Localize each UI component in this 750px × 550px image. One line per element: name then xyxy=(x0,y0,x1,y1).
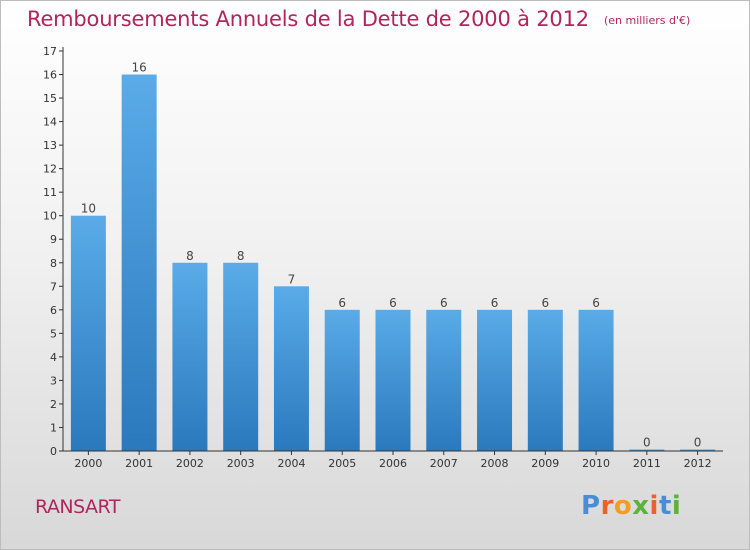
x-tick-label: 2005 xyxy=(328,457,356,470)
bar-value-label: 16 xyxy=(132,61,147,75)
x-tick-label: 2000 xyxy=(74,457,102,470)
title-line: Remboursements Annuels de la Dette de 20… xyxy=(27,7,690,31)
y-tick-label: 9 xyxy=(50,233,57,246)
y-tick-label: 17 xyxy=(43,45,57,58)
bar-value-label: 7 xyxy=(288,272,296,286)
bar xyxy=(477,309,513,451)
x-tick-label: 2006 xyxy=(379,457,407,470)
bar-value-label: 8 xyxy=(186,249,194,263)
bar-value-label: 6 xyxy=(541,296,549,310)
bar xyxy=(70,215,106,451)
y-tick-label: 12 xyxy=(43,163,57,176)
x-tick-label: 2001 xyxy=(125,457,153,470)
bar xyxy=(172,262,208,451)
x-tick-label: 2009 xyxy=(531,457,559,470)
x-tick-label: 2012 xyxy=(684,457,712,470)
bar xyxy=(578,309,614,451)
y-tick-label: 13 xyxy=(43,139,57,152)
x-tick-label: 2011 xyxy=(633,457,661,470)
bar xyxy=(375,309,411,451)
y-tick-label: 3 xyxy=(50,374,57,387)
y-tick-label: 10 xyxy=(43,210,57,223)
bar xyxy=(121,74,157,451)
logo-letter: i xyxy=(671,491,682,521)
proxiti-logo[interactable]: Proxiti xyxy=(581,491,681,521)
bar-value-label: 10 xyxy=(81,202,96,216)
bar-value-label: 6 xyxy=(592,296,600,310)
y-tick-label: 14 xyxy=(43,116,57,129)
x-tick-label: 2004 xyxy=(277,457,305,470)
y-tick-label: 16 xyxy=(43,69,57,82)
x-tick-label: 2003 xyxy=(227,457,255,470)
bar-value-label: 0 xyxy=(694,436,702,450)
x-axis: 2000 2001 2002 2003 2004 2005 2006 2007 2008 2009… xyxy=(63,450,723,470)
commune-name: RANSART xyxy=(35,496,120,518)
bar-value-label: 6 xyxy=(491,296,499,310)
chart-title: Remboursements Annuels de la Dette de 20… xyxy=(27,7,589,31)
logo-letter: P xyxy=(581,491,601,521)
y-tick-label: 0 xyxy=(50,445,57,458)
chart-unit: (en milliers d'€) xyxy=(604,14,691,27)
y-tick-label: 4 xyxy=(50,351,57,364)
bar-value-label: 8 xyxy=(237,249,245,263)
bar xyxy=(273,286,309,451)
y-tick-label: 6 xyxy=(50,304,57,317)
logo-letter: r xyxy=(600,491,614,521)
bar-value-label: 6 xyxy=(338,296,346,310)
logo-letter: t xyxy=(658,491,672,521)
logo-letter: x xyxy=(632,491,650,521)
logo-letter: i xyxy=(649,491,659,521)
bar xyxy=(223,262,259,451)
y-tick-label: 7 xyxy=(50,280,57,293)
bar xyxy=(527,309,563,451)
bar xyxy=(324,309,360,451)
bar xyxy=(426,309,462,451)
bar-value-label: 6 xyxy=(440,296,448,310)
y-tick-label: 2 xyxy=(50,398,57,411)
bar-value-label: 6 xyxy=(389,296,397,310)
y-tick-label: 15 xyxy=(43,92,57,105)
x-tick-label: 2007 xyxy=(430,457,458,470)
x-tick-label: 2002 xyxy=(176,457,204,470)
y-tick-label: 1 xyxy=(50,421,57,434)
x-tick-label: 2010 xyxy=(582,457,610,470)
logo-letter: o xyxy=(613,491,633,521)
x-tick-label: 2008 xyxy=(481,457,509,470)
bars: 10 16 8 8 7 6 6 6 6 6 6 0 0 xyxy=(70,61,716,451)
bar xyxy=(680,449,716,451)
y-tick-label: 8 xyxy=(50,257,57,270)
y-tick-label: 5 xyxy=(50,327,57,340)
bar xyxy=(629,449,665,451)
y-tick-label: 11 xyxy=(43,186,57,199)
bar-value-label: 0 xyxy=(643,436,651,450)
